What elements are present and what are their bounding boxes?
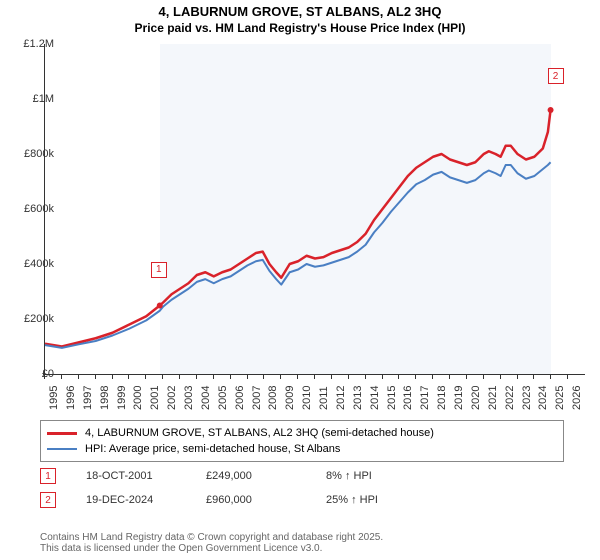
x-tick: [500, 374, 501, 379]
x-axis-label: 2009: [284, 386, 296, 410]
chart-svg: [45, 44, 585, 374]
x-axis-label: 2004: [200, 386, 212, 410]
x-tick: [483, 374, 484, 379]
x-axis-label: 2011: [318, 386, 330, 410]
legend-swatch: [47, 448, 77, 450]
sale-price: £960,000: [206, 494, 296, 506]
x-axis-label: 2015: [386, 386, 398, 410]
chart-plot-area: [44, 44, 585, 375]
x-axis-label: 1997: [82, 386, 94, 410]
x-tick: [213, 374, 214, 379]
sale-price: £249,000: [206, 470, 296, 482]
x-tick: [567, 374, 568, 379]
x-axis-label: 2014: [369, 386, 381, 410]
x-tick: [162, 374, 163, 379]
legend: 4, LABURNUM GROVE, ST ALBANS, AL2 3HQ (s…: [40, 420, 564, 462]
x-axis-label: 2002: [166, 386, 178, 410]
x-axis-label: 2026: [571, 386, 583, 410]
x-axis-label: 2022: [504, 386, 516, 410]
chart-title: 4, LABURNUM GROVE, ST ALBANS, AL2 3HQ: [0, 4, 600, 19]
x-axis-label: 2013: [352, 386, 364, 410]
x-tick: [533, 374, 534, 379]
chart-marker: 2: [548, 68, 564, 84]
x-tick: [432, 374, 433, 379]
x-tick: [263, 374, 264, 379]
x-axis-label: 2012: [335, 386, 347, 410]
x-axis-label: 1996: [65, 386, 77, 410]
x-tick: [550, 374, 551, 379]
x-tick: [78, 374, 79, 379]
x-tick: [297, 374, 298, 379]
x-axis-label: 1999: [116, 386, 128, 410]
x-tick: [196, 374, 197, 379]
x-axis-label: 2024: [537, 386, 549, 410]
x-axis-label: 2021: [487, 386, 499, 410]
x-axis-label: 2017: [419, 386, 431, 410]
sale-date: 18-OCT-2001: [86, 470, 176, 482]
y-axis-label: £400k: [14, 258, 54, 270]
x-axis-label: 2007: [251, 386, 263, 410]
footer: Contains HM Land Registry data © Crown c…: [40, 532, 383, 554]
legend-item: HPI: Average price, semi-detached house,…: [47, 441, 557, 457]
legend-swatch: [47, 432, 77, 435]
legend-item: 4, LABURNUM GROVE, ST ALBANS, AL2 3HQ (s…: [47, 425, 557, 441]
x-tick: [247, 374, 248, 379]
x-axis-label: 1998: [99, 386, 111, 410]
sale-row: 2 19-DEC-2024 £960,000 25% ↑ HPI: [40, 492, 378, 508]
y-axis-label: £1.2M: [14, 38, 54, 50]
chart-marker: 1: [151, 262, 167, 278]
footer-line: Contains HM Land Registry data © Crown c…: [40, 532, 383, 543]
x-axis-label: 2005: [217, 386, 229, 410]
x-tick: [128, 374, 129, 379]
chart-subtitle: Price paid vs. HM Land Registry's House …: [0, 21, 600, 35]
y-axis-label: £200k: [14, 313, 54, 325]
x-axis-label: 2006: [234, 386, 246, 410]
x-axis-label: 2025: [554, 386, 566, 410]
x-tick: [382, 374, 383, 379]
sale-row: 1 18-OCT-2001 £249,000 8% ↑ HPI: [40, 468, 372, 484]
x-axis-label: 2018: [436, 386, 448, 410]
sale-marker-icon: 1: [40, 468, 56, 484]
y-axis-label: £600k: [14, 203, 54, 215]
x-tick: [145, 374, 146, 379]
x-tick: [348, 374, 349, 379]
x-tick: [112, 374, 113, 379]
sale-hpi: 8% ↑ HPI: [326, 470, 372, 482]
x-tick: [449, 374, 450, 379]
x-tick: [230, 374, 231, 379]
sale-marker-icon: 2: [40, 492, 56, 508]
x-axis-label: 2000: [132, 386, 144, 410]
y-axis-label: £0: [14, 368, 54, 380]
x-axis-label: 2010: [301, 386, 313, 410]
sale-date: 19-DEC-2024: [86, 494, 176, 506]
x-axis-label: 2008: [267, 386, 279, 410]
footer-line: This data is licensed under the Open Gov…: [40, 543, 383, 554]
x-axis-label: 2016: [402, 386, 414, 410]
x-axis-label: 2019: [453, 386, 465, 410]
x-axis-label: 2020: [470, 386, 482, 410]
x-tick: [517, 374, 518, 379]
x-tick: [466, 374, 467, 379]
x-tick: [179, 374, 180, 379]
x-tick: [415, 374, 416, 379]
x-axis-label: 2003: [183, 386, 195, 410]
x-tick: [280, 374, 281, 379]
legend-label: HPI: Average price, semi-detached house,…: [85, 443, 340, 455]
x-tick: [44, 374, 45, 379]
sale-hpi: 25% ↑ HPI: [326, 494, 378, 506]
x-axis-label: 2001: [149, 386, 161, 410]
x-tick: [331, 374, 332, 379]
x-tick: [95, 374, 96, 379]
x-axis-label: 2023: [521, 386, 533, 410]
x-tick: [61, 374, 62, 379]
x-tick: [365, 374, 366, 379]
y-axis-label: £1M: [14, 93, 54, 105]
y-axis-label: £800k: [14, 148, 54, 160]
x-tick: [314, 374, 315, 379]
x-tick: [398, 374, 399, 379]
legend-label: 4, LABURNUM GROVE, ST ALBANS, AL2 3HQ (s…: [85, 427, 434, 439]
x-axis-label: 1995: [48, 386, 60, 410]
